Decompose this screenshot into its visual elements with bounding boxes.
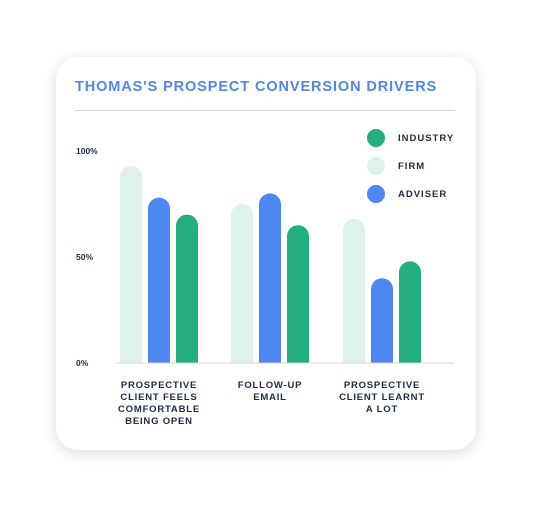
x-tick-label-line: A LOT — [365, 404, 399, 415]
legend-swatch — [367, 157, 385, 175]
legend-item-firm: FIRM — [367, 152, 454, 180]
x-tick-label-line: EMAIL — [253, 392, 287, 403]
x-tick-label: PROSPECTIVE CLIENT FEELS COMFORTABLE BEING … — [104, 380, 214, 428]
x-tick-label-line: BEING OPEN — [125, 416, 193, 427]
legend-swatch — [367, 129, 385, 147]
bar-industry — [287, 225, 309, 374]
x-tick-label-line: COMFORTABLE — [118, 404, 200, 415]
axis-mask — [111, 363, 461, 377]
x-tick-label-line: FOLLOW-UP — [237, 380, 303, 391]
legend: INDUSTRY FIRM ADVISER — [367, 124, 454, 208]
x-tick-label: FOLLOW-UP EMAIL — [215, 380, 325, 404]
chart-title: THOMAS'S PROSPECT CONVERSION DRIVERS — [75, 79, 438, 95]
bar-industry — [176, 214, 198, 374]
bar-adviser — [371, 278, 393, 374]
bar-firm — [231, 204, 253, 374]
legend-item-industry: INDUSTRY — [367, 124, 454, 152]
x-tick-label-line: PROSPECTIVE — [343, 380, 421, 391]
legend-item-adviser: ADVISER — [367, 180, 454, 208]
bar-chart: 100% 50% 0% — [76, 146, 461, 377]
legend-label: FIRM — [398, 160, 426, 172]
x-tick-label-line: CLIENT FEELS — [120, 392, 198, 403]
legend-swatch — [367, 185, 385, 203]
x-tick-label-line: CLIENT LEARNT — [339, 392, 425, 403]
bar-firm — [120, 165, 142, 374]
bar-industry — [399, 261, 421, 374]
x-tick-label-line: PROSPECTIVE — [120, 380, 198, 391]
bar-firm — [343, 218, 365, 374]
y-tick-label: 0% — [76, 358, 89, 368]
bar-adviser — [148, 197, 170, 374]
legend-label: INDUSTRY — [398, 132, 455, 144]
y-tick-label: 50% — [76, 252, 93, 262]
chart-card: THOMAS'S PROSPECT CONVERSION DRIVERS 100… — [56, 57, 476, 450]
x-tick-label: PROSPECTIVE CLIENT LEARNT A LOT — [327, 380, 437, 416]
legend-label: ADVISER — [398, 188, 448, 200]
y-tick-label: 100% — [76, 146, 98, 156]
bar-adviser — [259, 193, 281, 374]
title-divider — [75, 110, 455, 111]
